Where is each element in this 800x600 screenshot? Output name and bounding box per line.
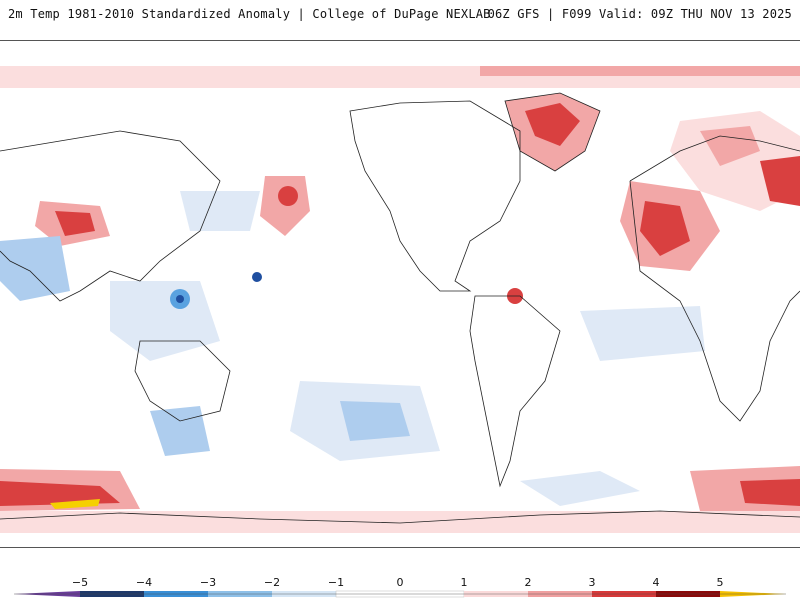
map-title: 2m Temp 1981-2010 Standardized Anomaly |… — [8, 7, 491, 21]
pacific-warm — [260, 176, 310, 236]
antarctic-band — [0, 511, 800, 533]
greenland-warm-core — [525, 103, 580, 146]
cb-tick-minus5: −5 — [71, 576, 89, 589]
tasman-cold — [150, 406, 210, 456]
colorbar: −5 −4 −3 −2 −1 0 1 2 3 4 5 — [0, 560, 800, 600]
cb-tick-2: 2 — [524, 576, 532, 589]
north-pacific-cold — [180, 191, 260, 231]
anomaly-fields — [0, 66, 800, 533]
africa-coast — [629, 180, 800, 422]
north-america-coast — [349, 100, 521, 292]
coastlines — [0, 92, 800, 524]
cb-tick-5: 5 — [716, 576, 724, 589]
arctic-warm-band-strong — [480, 66, 800, 76]
atlantic-cold — [580, 306, 705, 361]
cb-tick-4: 4 — [652, 576, 660, 589]
antarctic-warm-west-core — [0, 481, 120, 506]
cb-tick-minus4: −4 — [135, 576, 153, 589]
cb-tick-minus1: −1 — [327, 576, 345, 589]
cb-tick-1: 1 — [460, 576, 468, 589]
antarctic-warm-east-core — [740, 479, 800, 506]
antarctica-coast — [0, 510, 800, 524]
pacific-warm-core — [278, 186, 298, 206]
asia-coast — [0, 130, 221, 302]
pacific-cold-spot — [252, 272, 262, 282]
indonesia-cold-core — [176, 295, 184, 303]
maritime-cold — [110, 281, 220, 361]
australia-coast — [134, 340, 231, 422]
cb-tick-3: 3 — [588, 576, 596, 589]
sahara-warm-core — [640, 201, 690, 256]
india-cold — [0, 236, 70, 301]
cb-tick-minus2: −2 — [263, 576, 281, 589]
greenland-coast — [504, 92, 601, 172]
cb-tick-0: 0 — [396, 576, 404, 589]
header: 2m Temp 1981-2010 Standardized Anomaly |… — [0, 0, 800, 40]
south-america-coast — [469, 295, 561, 488]
europe-coast — [629, 135, 800, 182]
south-pacific-cold-inner — [340, 401, 410, 441]
colorbar-svg — [14, 590, 786, 598]
antarctic-extreme — [50, 499, 100, 509]
southern-ocean-cold — [520, 471, 640, 506]
russia-warm-core — [760, 156, 800, 206]
asia-warm-core — [55, 211, 95, 236]
map-svg — [0, 66, 800, 533]
cb-tick-minus3: −3 — [199, 576, 217, 589]
anomaly-map[interactable] — [0, 40, 800, 548]
europe-warm-inner — [700, 126, 760, 166]
model-run-info: 06Z GFS | F099 Valid: 09Z THU NOV 13 202… — [487, 7, 792, 21]
